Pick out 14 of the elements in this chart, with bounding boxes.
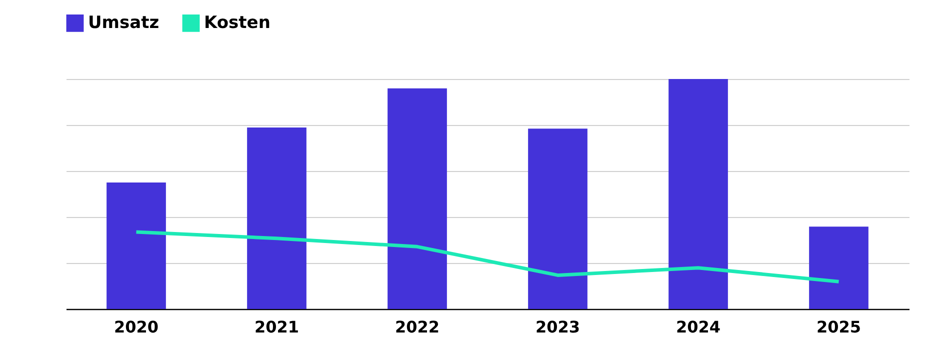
x-tick-label: 2021 [254,318,300,336]
x-tick-label: 2025 [816,318,862,336]
bar [809,226,868,309]
bar [106,182,166,309]
bar [247,128,306,309]
bar [668,79,728,309]
x-tick-label: 2023 [535,318,580,336]
x-tick-label: 2024 [676,318,721,336]
legend-label: Kosten [204,13,270,34]
legend-label: Umsatz [88,13,160,34]
bar [528,128,588,309]
x-tick-label: 2020 [114,318,159,336]
x-tick-label: 2022 [394,318,440,336]
bar [388,88,447,309]
